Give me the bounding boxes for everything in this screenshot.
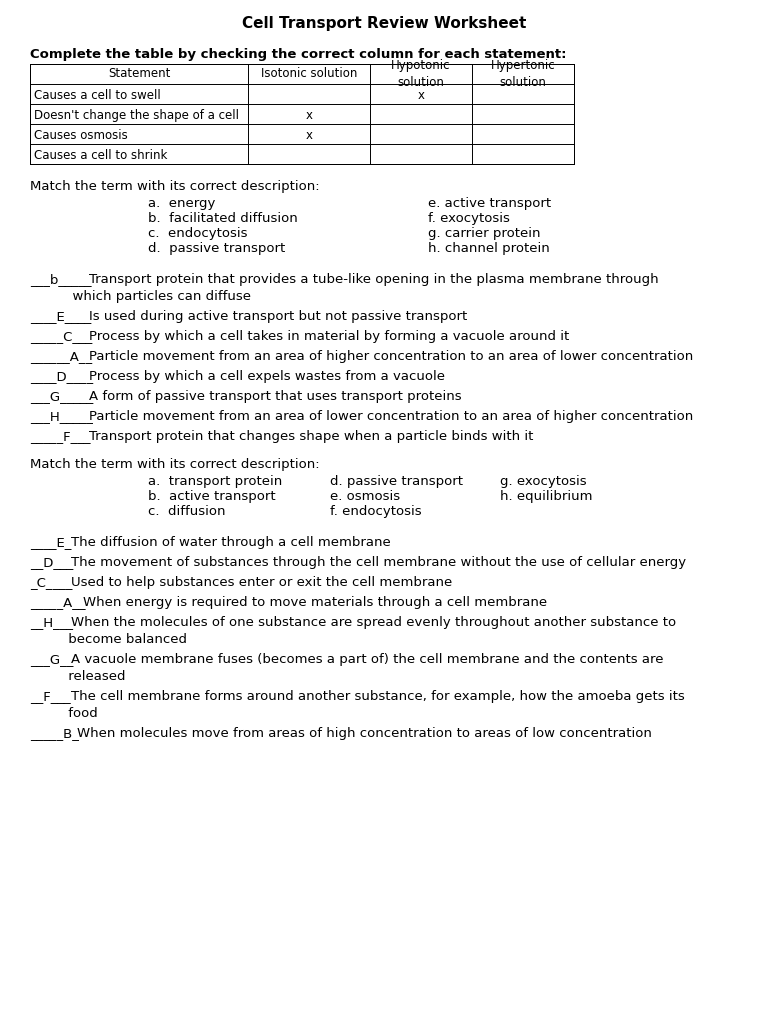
Text: Hypotonic
solution: Hypotonic solution [391,59,451,88]
Text: f. exocytosis: f. exocytosis [428,212,510,225]
Text: Causes a cell to swell: Causes a cell to swell [34,89,161,102]
Text: x: x [306,129,313,142]
Text: Hypertonic
solution: Hypertonic solution [491,59,555,88]
Text: __D___: __D___ [30,556,73,569]
Text: c.  endocytosis: c. endocytosis [148,227,247,240]
Text: ____E____: ____E____ [30,310,91,323]
Text: released: released [30,670,125,683]
Text: b.  facilitated diffusion: b. facilitated diffusion [148,212,298,225]
Text: ______A__: ______A__ [30,350,92,362]
Text: _____B_: _____B_ [30,727,79,740]
Text: x: x [306,109,313,122]
Text: ___H_____: ___H_____ [30,410,93,423]
Text: The movement of substances through the cell membrane without the use of cellular: The movement of substances through the c… [71,556,686,569]
Text: e. active transport: e. active transport [428,197,551,210]
Text: Process by which a cell takes in material by forming a vacuole around it: Process by which a cell takes in materia… [89,330,569,343]
Text: x: x [418,89,425,102]
Text: When energy is required to move materials through a cell membrane: When energy is required to move material… [83,596,547,609]
Text: g. exocytosis: g. exocytosis [500,475,587,488]
Text: Causes a cell to shrink: Causes a cell to shrink [34,150,167,162]
Text: c.  diffusion: c. diffusion [148,505,226,518]
Text: e. osmosis: e. osmosis [330,490,400,503]
Text: Statement: Statement [108,67,170,80]
Text: food: food [30,707,98,720]
Text: h. equilibrium: h. equilibrium [500,490,592,503]
Text: Match the term with its correct description:: Match the term with its correct descript… [30,458,319,471]
Text: a.  energy: a. energy [148,197,215,210]
Text: Process by which a cell expels wastes from a vacuole: Process by which a cell expels wastes fr… [89,370,445,383]
Text: a.  transport protein: a. transport protein [148,475,283,488]
Text: g. carrier protein: g. carrier protein [428,227,541,240]
Text: Isotonic solution: Isotonic solution [261,67,357,80]
Text: ___G__: ___G__ [30,653,74,666]
Text: _____A__: _____A__ [30,596,85,609]
Text: ____D____: ____D____ [30,370,93,383]
Text: When molecules move from areas of high concentration to areas of low concentrati: When molecules move from areas of high c… [77,727,651,740]
Text: d.  passive transport: d. passive transport [148,242,285,255]
Text: h. channel protein: h. channel protein [428,242,550,255]
Text: When the molecules of one substance are spread evenly throughout another substan: When the molecules of one substance are … [71,616,676,629]
Text: Transport protein that changes shape when a particle binds with it: Transport protein that changes shape whe… [89,430,533,443]
Text: Transport protein that provides a tube-like opening in the plasma membrane throu: Transport protein that provides a tube-l… [89,273,658,286]
Text: ____E_: ____E_ [30,536,71,549]
Text: Causes osmosis: Causes osmosis [34,129,127,142]
Text: Doesn't change the shape of a cell: Doesn't change the shape of a cell [34,109,239,122]
Text: Is used during active transport but not passive transport: Is used during active transport but not … [89,310,467,323]
Text: Particle movement from an area of higher concentration to an area of lower conce: Particle movement from an area of higher… [89,350,694,362]
Text: _____C___: _____C___ [30,330,92,343]
Text: ___G_____: ___G_____ [30,390,93,403]
Text: b.  active transport: b. active transport [148,490,276,503]
Bar [30,63,574,164]
Text: A form of passive transport that uses transport proteins: A form of passive transport that uses tr… [89,390,462,403]
Text: A vacuole membrane fuses (becomes a part of) the cell membrane and the contents : A vacuole membrane fuses (becomes a part… [71,653,663,666]
Text: ___b_____: ___b_____ [30,273,91,286]
Text: Used to help substances enter or exit the cell membrane: Used to help substances enter or exit th… [71,575,452,589]
Text: Complete the table by checking the correct column for each statement:: Complete the table by checking the corre… [30,48,567,61]
Text: __H___: __H___ [30,616,73,629]
Text: Match the term with its correct description:: Match the term with its correct descript… [30,180,319,193]
Text: _____F___: _____F___ [30,430,91,443]
Text: The diffusion of water through a cell membrane: The diffusion of water through a cell me… [71,536,390,549]
Text: _C____: _C____ [30,575,72,589]
Text: which particles can diffuse: which particles can diffuse [30,290,251,303]
Text: Cell Transport Review Worksheet: Cell Transport Review Worksheet [242,16,526,31]
Text: The cell membrane forms around another substance, for example, how the amoeba ge: The cell membrane forms around another s… [71,690,684,703]
Text: f. endocytosis: f. endocytosis [330,505,422,518]
Text: __F___: __F___ [30,690,71,703]
Text: Particle movement from an area of lower concentration to an area of higher conce: Particle movement from an area of lower … [89,410,694,423]
Text: d. passive transport: d. passive transport [330,475,463,488]
Text: become balanced: become balanced [30,633,187,646]
